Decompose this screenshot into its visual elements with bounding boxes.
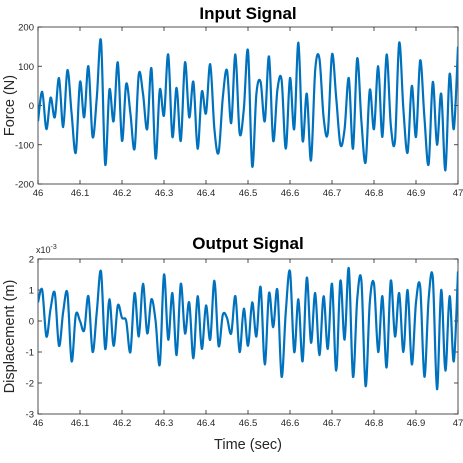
x-tick-label: 46.3 — [155, 188, 174, 199]
x-axis-label: Time (sec) — [214, 437, 282, 453]
y-tick-label: -1 — [26, 348, 34, 359]
x-tick-label: 46.2 — [113, 418, 132, 429]
x-tick-label: 46.3 — [155, 418, 174, 429]
y-tick-label: -100 — [15, 140, 34, 151]
x-tick-label: 46.6 — [281, 418, 300, 429]
x-tick-label: 46.6 — [281, 188, 300, 199]
x-tick-label: 46.7 — [323, 418, 342, 429]
y-axis-label: Force (N) — [2, 75, 18, 136]
y-tick-label: 0 — [29, 101, 34, 112]
x-tick-label: 46.8 — [365, 418, 384, 429]
x-tick-label: 46.7 — [323, 188, 342, 199]
y-tick-label: 2 — [29, 255, 34, 266]
x-tick-label: 46.8 — [365, 188, 384, 199]
x-tick-label: 46 — [33, 188, 44, 199]
y-tick-label: -3 — [26, 410, 34, 421]
y-tick-label: 100 — [18, 62, 34, 73]
x-tick-label: 46.4 — [197, 188, 216, 199]
x-tick-label: 47 — [453, 188, 463, 199]
y-tick-label: 0 — [29, 317, 34, 328]
chart-title: Input Signal — [199, 4, 296, 23]
x-tick-label: 46.4 — [197, 418, 216, 429]
x-tick-label: 46.1 — [71, 188, 90, 199]
x-tick-label: 46.9 — [407, 418, 426, 429]
chart-title: Output Signal — [192, 234, 303, 253]
y-tick-label: 1 — [29, 286, 34, 297]
output-signal-chart: Output Signal 46 46.1 46.2 46.3 46.4 46.5 46.6 4… — [2, 234, 463, 453]
x-tick-label: 46.9 — [407, 188, 426, 199]
y-tick-label: -2 — [26, 379, 34, 390]
input-signal-chart: Input Signal 46 46.1 46.2 46.3 46.4 46.5 46.6 46… — [2, 4, 463, 199]
x-tick-label: 46.5 — [239, 418, 258, 429]
y-tick-label: -200 — [15, 180, 34, 191]
y-tick-label: 200 — [18, 23, 34, 34]
x-tick-label: 46.2 — [113, 188, 132, 199]
x-tick-label: 46 — [33, 418, 44, 429]
y-axis-exponent: x10-3 — [36, 244, 57, 255]
y-axis-label: Displacement (m) — [2, 280, 18, 394]
x-tick-label: 46.1 — [71, 418, 90, 429]
series-line — [38, 267, 458, 391]
x-tick-label: 47 — [453, 418, 463, 429]
series-line — [38, 38, 458, 172]
x-tick-label: 46.5 — [239, 188, 258, 199]
